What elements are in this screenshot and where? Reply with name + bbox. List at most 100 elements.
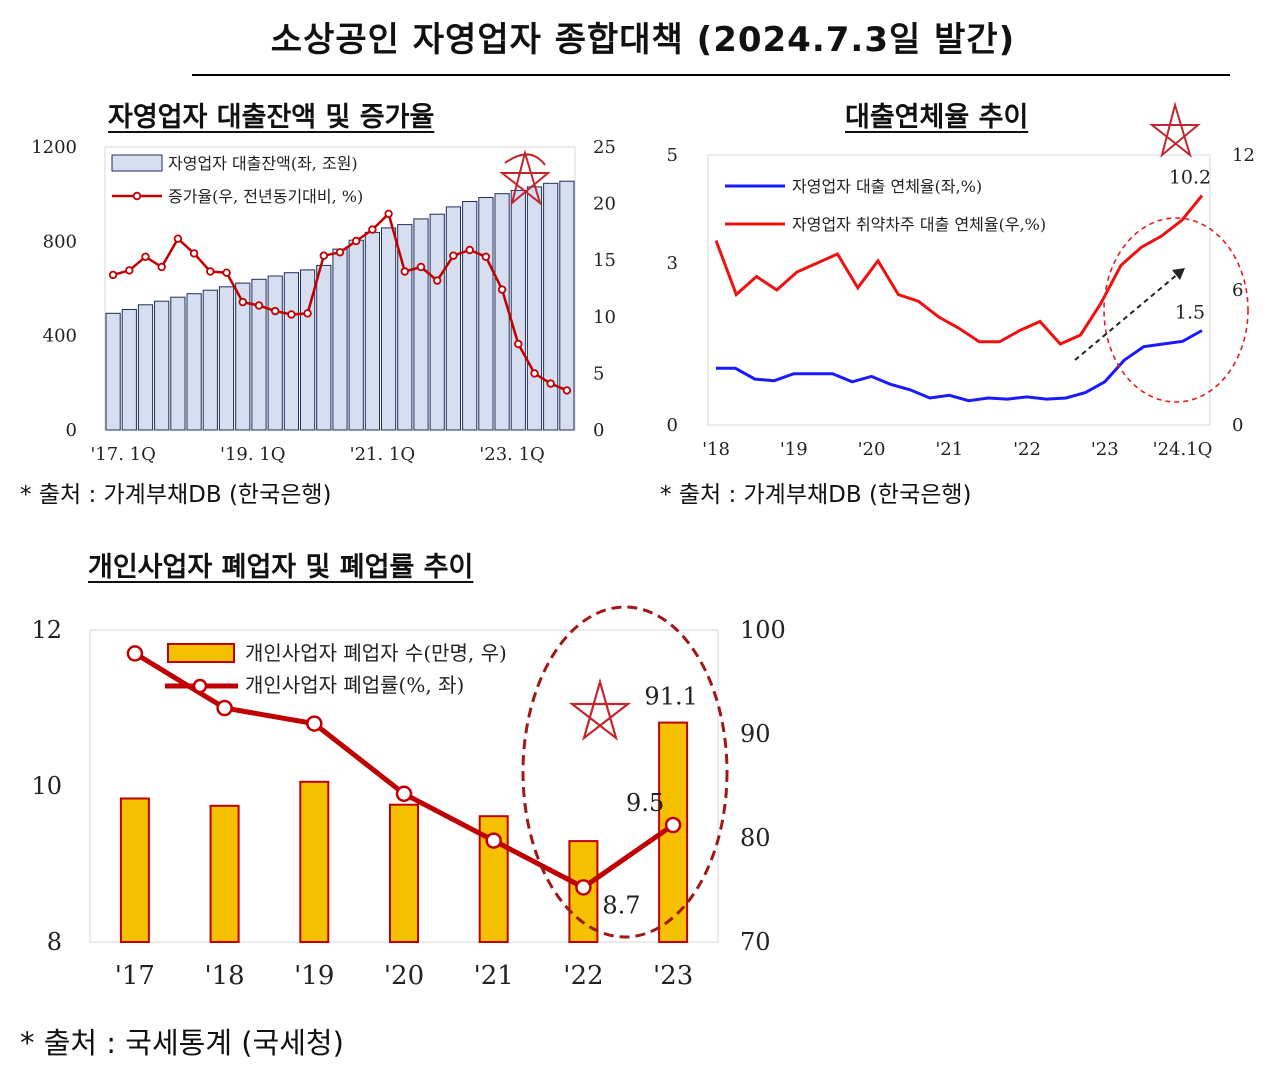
- y-left-tick-label: 0: [667, 415, 678, 436]
- growth-point: [141, 252, 150, 261]
- bar: [364, 231, 380, 431]
- legend-bar-label: 개인사업자 폐업자 수(만명, 우): [245, 641, 507, 665]
- star-annotation-icon: [568, 677, 632, 741]
- y-left-tick-label: 3: [667, 253, 678, 274]
- y-left-tick-label: 8: [47, 928, 62, 956]
- legend-line-label: 개인사업자 폐업률(%, 좌): [245, 673, 464, 697]
- y-right-tick-label: 0: [593, 420, 604, 441]
- y-right-tick-label: 15: [593, 250, 616, 271]
- closure-rate-point: [216, 699, 233, 717]
- delinquency-line-red: [714, 194, 1204, 346]
- growth-point: [254, 301, 264, 310]
- bar: [154, 300, 170, 431]
- bar: [494, 193, 510, 431]
- growth-point: [125, 266, 134, 275]
- title-divider: [192, 74, 1230, 76]
- bar: [300, 269, 316, 431]
- chart1-source: * 출처 : 가계부채DB (한국은행): [20, 482, 332, 508]
- blue-end-label: 1.5: [1175, 302, 1205, 324]
- chart3-title: 개인사업자 폐업자 및 폐업률 추이: [88, 552, 474, 583]
- y-left-tick-label: 1200: [31, 137, 77, 158]
- growth-point: [368, 225, 377, 234]
- growth-point: [222, 268, 231, 277]
- chart3-closures: 8 10 12 70 80 90 100 '17 '18 '19 '20 '21 '22 '23 91.1 8…: [31, 605, 786, 991]
- highlight-ellipse: [1103, 217, 1249, 403]
- y-right-tick-label: 12: [1232, 145, 1255, 166]
- legend-blue-label: 자영업자 대출 연체율(좌,%): [792, 177, 982, 196]
- x-tick-label: '22: [563, 961, 603, 991]
- x-tick-label: '19: [294, 961, 334, 991]
- bar: [413, 218, 429, 431]
- x-tick-label: '21. 1Q: [350, 444, 416, 465]
- growth-point: [416, 262, 426, 272]
- x-tick-label: '24.1Q: [1153, 439, 1213, 460]
- x-tick-label: '17: [115, 961, 155, 991]
- growth-point: [173, 234, 183, 243]
- page-title: 소상공인 자영업자 종합대책 (2024.7.3일 발간): [270, 20, 1016, 60]
- red-end-label: 10.2: [1169, 167, 1211, 189]
- y-right-tick-label: 70: [740, 928, 771, 956]
- growth-point: [433, 276, 442, 285]
- bar: [316, 264, 332, 431]
- bar: [170, 296, 186, 431]
- growth-point: [287, 310, 296, 319]
- bar: [478, 197, 494, 431]
- growth-point: [465, 245, 474, 255]
- bar: [235, 282, 251, 431]
- y-right-tick-label: 100: [740, 616, 786, 644]
- x-tick-label: '19: [780, 439, 808, 460]
- x-tick-label: '23: [653, 961, 693, 991]
- growth-point: [546, 379, 555, 388]
- bar: [283, 272, 299, 431]
- y-left-tick-label: 12: [31, 616, 62, 644]
- y-left-tick-label: 5: [667, 145, 678, 166]
- x-tick-label: '19. 1Q: [220, 444, 286, 465]
- line-value-label: 9.5: [626, 789, 664, 817]
- growth-point: [384, 209, 393, 218]
- closure-rate-point: [664, 816, 682, 834]
- chart2-title: 대출연체율 추이: [845, 102, 1029, 133]
- y-right-tick-label: 80: [740, 824, 771, 852]
- bar: [186, 293, 202, 431]
- growth-point: [319, 251, 328, 260]
- closure-rate-point: [575, 879, 592, 896]
- growth-point: [562, 386, 572, 395]
- growth-point: [449, 251, 458, 260]
- bar: [105, 312, 121, 431]
- y-left-tick-label: 400: [43, 326, 77, 347]
- legend-bar-swatch: [167, 643, 235, 663]
- y-left-tick-label: 0: [66, 420, 77, 441]
- chart2-source: * 출처 : 가계부채DB (한국은행): [660, 482, 972, 508]
- y-right-tick-label: 10: [593, 307, 616, 328]
- trend-arrow: [1074, 267, 1186, 361]
- growth-point: [108, 270, 118, 280]
- x-tick-label: '17. 1Q: [90, 444, 156, 465]
- bar: [121, 309, 137, 431]
- legend-red-label: 자영업자 취약차주 대출 연체율(우,%): [792, 215, 1046, 234]
- bar: [445, 206, 461, 431]
- x-tick-label: '18: [204, 961, 244, 991]
- closure-rate-point: [126, 645, 144, 662]
- growth-point: [497, 285, 507, 294]
- growth-point: [303, 309, 312, 318]
- y-left-tick-label: 10: [31, 772, 62, 800]
- growth-point: [206, 267, 215, 276]
- growth-point: [157, 262, 166, 272]
- bar: [218, 286, 235, 431]
- bar: [348, 239, 364, 431]
- x-tick-label: '20: [858, 439, 886, 460]
- bar: [526, 186, 543, 431]
- delinquency-line-blue: [716, 329, 1203, 403]
- bar: [543, 182, 559, 431]
- growth-point: [189, 249, 199, 258]
- y-right-tick-label: 0: [1232, 415, 1243, 436]
- y-right-tick-label: 90: [740, 720, 771, 748]
- growth-point: [352, 236, 361, 246]
- legend-bar-label: 자영업자 대출잔액(좌, 조원): [168, 154, 358, 173]
- bar: [267, 275, 283, 431]
- bar: [381, 227, 397, 431]
- legend-line-marker: [192, 678, 208, 694]
- y-left-tick-label: 800: [43, 231, 77, 252]
- line-value-label: 8.7: [602, 891, 640, 919]
- legend-line-marker: [132, 191, 142, 201]
